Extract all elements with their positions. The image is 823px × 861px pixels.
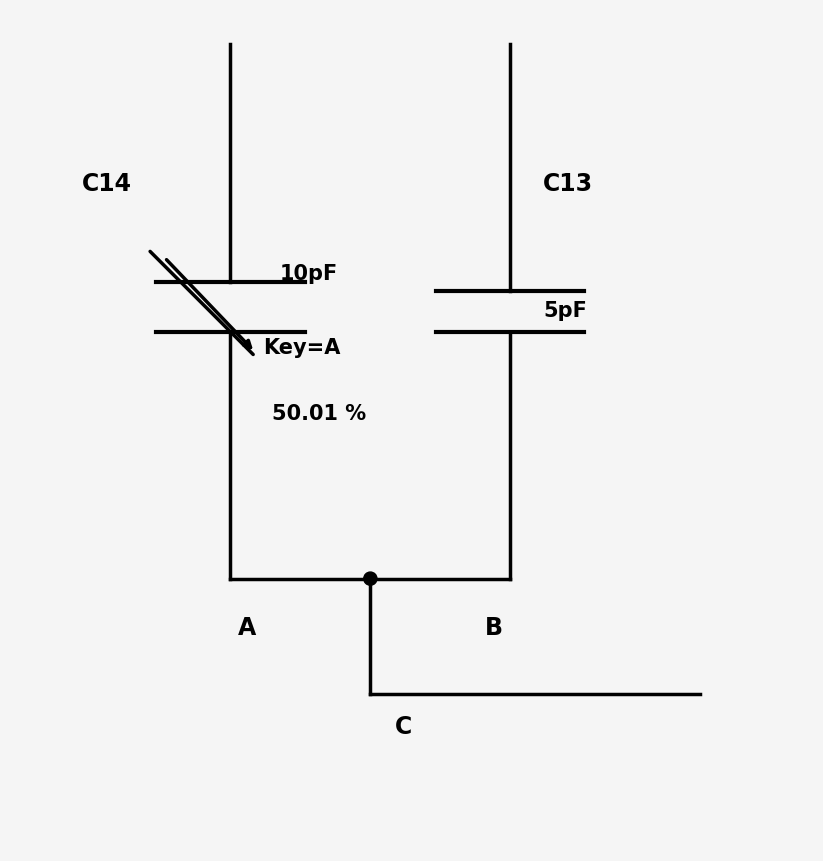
Text: 10pF: 10pF	[280, 264, 338, 284]
Text: C13: C13	[543, 171, 593, 195]
Text: A: A	[238, 616, 256, 640]
Text: B: B	[485, 616, 503, 640]
Text: 50.01 %: 50.01 %	[272, 404, 365, 424]
Circle shape	[364, 572, 377, 585]
Text: C: C	[395, 715, 412, 739]
Text: 5pF: 5pF	[543, 301, 587, 321]
Text: Key=A: Key=A	[263, 338, 341, 358]
Text: C14: C14	[82, 171, 133, 195]
